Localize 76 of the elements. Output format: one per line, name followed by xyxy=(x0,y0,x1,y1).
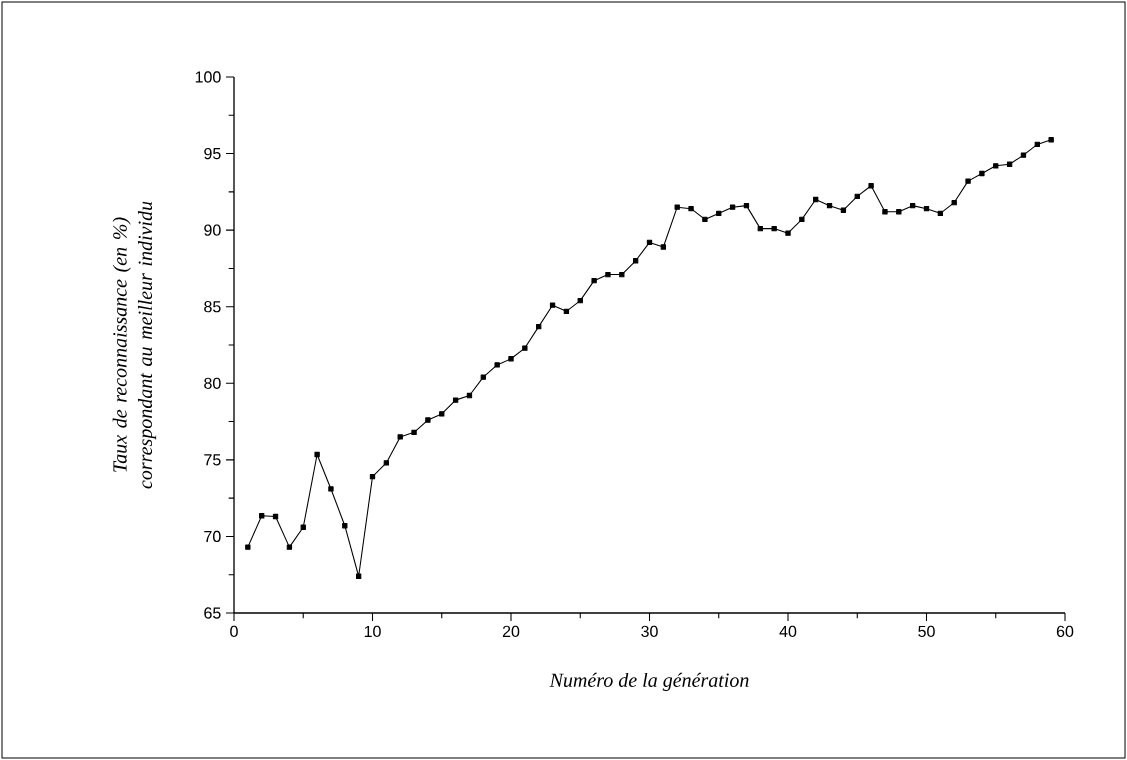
point xyxy=(619,271,625,278)
x-axis-title: Numéro de la génération xyxy=(549,672,749,692)
point xyxy=(771,225,777,232)
x-tick-label: 40 xyxy=(779,625,797,638)
point xyxy=(300,524,306,530)
y-tick-label: 90 xyxy=(204,224,221,236)
point xyxy=(937,210,944,216)
point xyxy=(355,573,362,579)
point xyxy=(480,374,486,380)
point xyxy=(494,362,500,368)
point xyxy=(979,170,985,177)
point xyxy=(688,206,694,212)
x-tick-label: 20 xyxy=(502,625,520,638)
y-tick-label: 70 xyxy=(204,530,221,543)
point xyxy=(369,474,376,480)
point xyxy=(882,209,888,215)
point xyxy=(397,434,403,440)
x-tick-label: 30 xyxy=(641,625,658,638)
point xyxy=(965,178,971,184)
point xyxy=(896,209,902,215)
point xyxy=(716,210,722,216)
point xyxy=(383,460,390,466)
point xyxy=(702,216,708,223)
point xyxy=(508,356,514,362)
y-tick-label: 65 xyxy=(204,607,221,619)
point xyxy=(868,183,874,189)
point xyxy=(799,216,805,223)
point xyxy=(591,278,597,284)
point xyxy=(342,523,348,529)
point xyxy=(1048,137,1054,143)
y-tick-label: 80 xyxy=(204,377,221,389)
x-tick-label: 50 xyxy=(918,625,935,638)
point xyxy=(577,297,583,304)
point xyxy=(425,417,431,423)
point xyxy=(439,411,445,417)
point xyxy=(674,204,680,210)
point xyxy=(840,207,847,213)
y-tick-label: 85 xyxy=(204,301,221,313)
x-tick-label: 0 xyxy=(230,625,238,638)
point xyxy=(923,206,930,212)
point xyxy=(743,202,750,209)
point xyxy=(632,258,639,264)
point xyxy=(605,271,611,278)
point xyxy=(536,323,542,330)
point xyxy=(314,451,320,458)
point xyxy=(951,199,957,206)
point xyxy=(1006,161,1013,167)
point xyxy=(328,486,334,492)
point xyxy=(646,239,653,246)
point xyxy=(563,308,570,314)
point xyxy=(813,196,819,203)
point xyxy=(729,204,736,210)
point xyxy=(245,544,251,550)
point xyxy=(660,244,667,250)
point xyxy=(452,397,459,403)
point xyxy=(1034,141,1040,148)
point xyxy=(909,202,916,209)
point xyxy=(286,544,293,550)
x-tick-label: 10 xyxy=(364,625,381,638)
point xyxy=(522,345,528,351)
point xyxy=(272,513,279,520)
y-axis-title: Taux de reconnaissance (en %) correspondant au meilleur individu xyxy=(112,201,157,489)
point xyxy=(993,163,999,169)
y-tick-label: 75 xyxy=(204,454,221,466)
point xyxy=(466,392,473,399)
point xyxy=(411,429,417,435)
x-tick-label: 60 xyxy=(1056,625,1074,638)
point xyxy=(785,230,791,236)
point xyxy=(854,193,860,200)
point xyxy=(549,302,556,308)
y-tick-label: 95 xyxy=(204,147,221,160)
point xyxy=(826,202,833,209)
point xyxy=(259,513,265,519)
y-tick-label: 100 xyxy=(195,71,221,83)
point xyxy=(1020,152,1027,158)
point xyxy=(757,225,763,232)
